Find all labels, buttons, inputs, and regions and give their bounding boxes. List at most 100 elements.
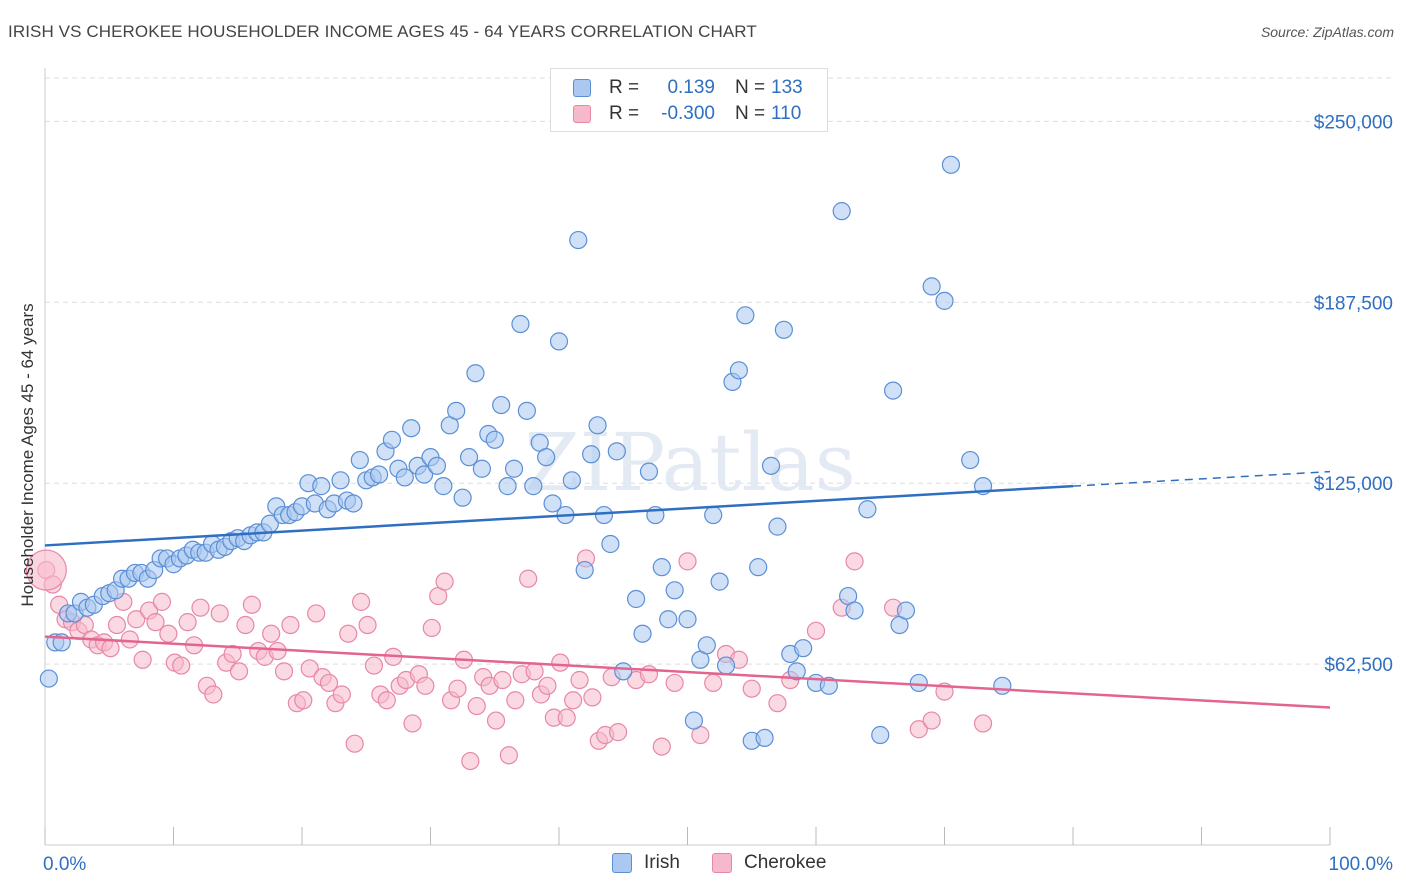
legend-r-label: R = xyxy=(609,77,640,98)
irish-point xyxy=(794,639,813,658)
irish-point xyxy=(594,505,614,525)
irish-point xyxy=(909,673,928,693)
cherokee-point xyxy=(358,615,377,635)
cherokee-point xyxy=(461,751,480,771)
cherokee-point xyxy=(307,604,326,623)
irish-point xyxy=(582,445,601,464)
y-axis-title: Householder Income Ages 45 - 64 years xyxy=(18,303,37,606)
chart-title: IRISH VS CHEROKEE HOUSEHOLDER INCOME AGE… xyxy=(8,22,757,41)
irish-point xyxy=(774,320,793,339)
irish-point xyxy=(370,465,389,484)
irish-point xyxy=(729,361,749,380)
cherokee-point xyxy=(223,644,242,664)
x-tick-label: 0.0% xyxy=(43,854,86,875)
cherokee-point xyxy=(564,691,583,710)
cherokee-point xyxy=(499,746,518,765)
irish-point xyxy=(883,381,903,400)
y-tick-label: $62,500 xyxy=(1324,655,1393,676)
irish-point xyxy=(312,477,331,496)
cherokee-point xyxy=(704,673,723,693)
irish-point xyxy=(736,306,755,325)
cherokee-point xyxy=(262,624,281,643)
irish-point xyxy=(427,456,447,475)
irish-point xyxy=(993,676,1012,695)
cherokee-point xyxy=(191,598,210,617)
cherokee-point xyxy=(678,552,697,571)
cherokee-point xyxy=(551,653,570,672)
irish-point xyxy=(434,477,453,496)
cherokee-point xyxy=(178,613,197,632)
irish-point xyxy=(453,488,472,507)
cherokee-point xyxy=(435,572,454,591)
cherokee-point xyxy=(806,621,826,640)
irish-point xyxy=(749,558,768,577)
irish-point xyxy=(414,465,434,484)
irish-point xyxy=(517,401,536,420)
irish-point xyxy=(466,364,485,383)
irish-point xyxy=(395,468,414,487)
cherokee-point xyxy=(506,691,525,710)
irish-point xyxy=(871,725,890,745)
irish-point xyxy=(331,471,350,490)
cherokee-point xyxy=(236,615,255,635)
cherokee-point xyxy=(332,685,351,704)
trend-lines xyxy=(44,470,1331,709)
irish-point xyxy=(659,610,678,629)
irish-trend-line xyxy=(44,484,1074,547)
legend-cherokee-r: -0.300 xyxy=(661,103,715,124)
irish-point xyxy=(922,277,941,296)
irish-point xyxy=(858,500,877,519)
cherokee-point xyxy=(339,624,358,643)
irish-point xyxy=(549,332,569,351)
irish-points xyxy=(39,155,1012,750)
cherokee-points xyxy=(25,549,993,771)
cherokee-point xyxy=(665,673,684,693)
irish-point xyxy=(402,419,421,438)
legend-r-label: R = xyxy=(609,103,640,124)
irish-point xyxy=(961,450,980,470)
irish-point xyxy=(498,477,517,496)
cherokee-point xyxy=(922,711,941,730)
cherokee-point xyxy=(493,670,512,690)
cherokee-point xyxy=(204,685,223,704)
irish-point xyxy=(575,560,594,580)
cherokee-point xyxy=(274,662,294,681)
cherokee-point xyxy=(345,734,364,753)
cherokee-point xyxy=(107,615,127,635)
y-tick-label: $187,500 xyxy=(1314,293,1393,314)
cherokee-point xyxy=(742,679,761,698)
irish-point xyxy=(633,624,652,643)
cherokee-swatch xyxy=(712,853,732,873)
irish-point xyxy=(39,669,58,688)
irish-point xyxy=(524,477,543,496)
irish-trend-extension xyxy=(1072,470,1331,487)
irish-point xyxy=(935,291,954,310)
irish-point xyxy=(588,416,607,435)
y-tick-label: $125,000 xyxy=(1314,474,1393,495)
irish-point xyxy=(543,494,562,513)
irish-point xyxy=(639,462,659,481)
cherokee-point xyxy=(486,711,506,730)
irish-point xyxy=(684,711,704,730)
cherokee-point xyxy=(845,552,864,571)
watermark: ZIPatlas xyxy=(524,416,856,509)
irish-point xyxy=(601,534,620,554)
cherokee-point xyxy=(519,569,538,588)
irish-point xyxy=(562,471,581,490)
irish-point xyxy=(941,155,961,174)
cherokee-point xyxy=(973,714,993,733)
cherokee-point xyxy=(768,694,787,713)
y-tick-label: $250,000 xyxy=(1314,112,1393,133)
irish-point xyxy=(787,662,806,681)
irish-legend-label: Irish xyxy=(644,852,680,873)
cherokee-point xyxy=(210,604,229,623)
irish-point xyxy=(537,448,556,467)
cherokee-point xyxy=(152,592,172,611)
irish-point xyxy=(459,448,479,467)
cherokee-point xyxy=(319,673,339,693)
cherokee-legend-label: Cherokee xyxy=(744,852,827,873)
irish-point xyxy=(716,656,736,675)
cherokee-point xyxy=(133,650,152,669)
cherokee-point xyxy=(652,737,671,756)
cherokee-point xyxy=(159,624,178,643)
